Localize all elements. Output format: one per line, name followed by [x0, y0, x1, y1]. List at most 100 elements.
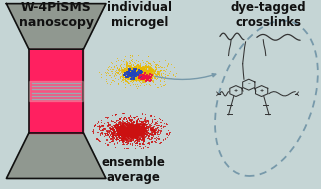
Point: [126, 129, 131, 132]
Point: [126, 82, 131, 85]
Point: [141, 70, 146, 73]
Point: [122, 128, 127, 131]
Point: [126, 133, 132, 136]
Point: [133, 71, 138, 74]
Point: [137, 140, 142, 143]
Point: [127, 130, 132, 133]
Point: [155, 77, 160, 80]
Point: [145, 72, 150, 75]
Point: [126, 133, 131, 136]
Point: [136, 70, 141, 73]
Point: [135, 70, 140, 73]
Point: [134, 72, 139, 75]
Point: [136, 71, 142, 74]
Point: [135, 71, 141, 74]
Point: [156, 64, 161, 67]
Point: [147, 79, 152, 82]
Point: [148, 126, 153, 129]
Point: [129, 67, 134, 70]
Point: [162, 80, 167, 83]
Point: [137, 71, 143, 74]
Point: [136, 124, 141, 127]
Point: [131, 127, 136, 130]
Point: [114, 123, 119, 126]
Point: [140, 68, 145, 71]
Point: [133, 128, 138, 131]
Point: [124, 122, 129, 125]
Point: [127, 130, 132, 133]
Point: [125, 128, 130, 131]
Point: [126, 129, 131, 132]
Point: [136, 131, 142, 134]
Point: [126, 132, 132, 135]
Point: [154, 136, 159, 139]
Point: [129, 130, 134, 133]
Point: [120, 125, 125, 128]
Point: [131, 72, 136, 75]
Point: [126, 129, 132, 132]
Point: [113, 126, 118, 129]
Point: [138, 72, 143, 75]
Point: [135, 71, 141, 74]
Point: [128, 130, 133, 133]
Point: [108, 129, 113, 132]
Point: [134, 71, 140, 74]
Point: [146, 75, 151, 78]
Point: [142, 74, 147, 77]
Point: [117, 132, 122, 135]
Point: [131, 71, 136, 74]
Point: [131, 128, 136, 131]
Point: [134, 128, 139, 131]
Point: [133, 131, 138, 134]
Point: [133, 72, 138, 75]
Point: [132, 68, 137, 71]
Point: [128, 129, 133, 132]
Point: [146, 75, 151, 78]
Point: [133, 136, 138, 139]
Point: [116, 69, 121, 72]
Point: [141, 128, 146, 131]
Point: [127, 127, 133, 130]
Point: [91, 130, 96, 133]
Point: [109, 84, 115, 87]
Point: [136, 71, 141, 74]
Point: [140, 125, 145, 128]
Point: [130, 130, 135, 133]
Point: [128, 130, 134, 133]
Point: [140, 70, 145, 74]
Point: [141, 75, 146, 78]
Point: [157, 133, 162, 136]
Point: [141, 74, 146, 77]
Point: [139, 76, 144, 79]
Point: [121, 128, 126, 131]
Point: [128, 130, 133, 133]
Point: [128, 129, 134, 132]
Point: [135, 128, 140, 131]
Point: [125, 127, 130, 130]
Point: [122, 130, 127, 133]
Point: [135, 70, 141, 73]
Point: [153, 75, 158, 78]
Point: [134, 71, 140, 74]
Point: [125, 72, 130, 75]
Point: [129, 130, 134, 133]
Point: [138, 76, 143, 79]
Point: [135, 129, 140, 132]
Point: [120, 119, 125, 122]
Point: [134, 74, 139, 77]
Point: [129, 130, 134, 133]
Point: [132, 127, 137, 130]
Point: [134, 134, 140, 137]
Point: [141, 127, 146, 130]
Point: [132, 131, 137, 134]
Point: [132, 72, 137, 75]
Point: [128, 130, 133, 133]
Point: [146, 72, 151, 75]
Point: [136, 73, 142, 76]
Point: [111, 131, 116, 134]
Point: [120, 68, 125, 71]
Point: [109, 127, 115, 130]
Point: [136, 124, 142, 127]
Point: [129, 69, 134, 72]
Point: [142, 132, 147, 135]
